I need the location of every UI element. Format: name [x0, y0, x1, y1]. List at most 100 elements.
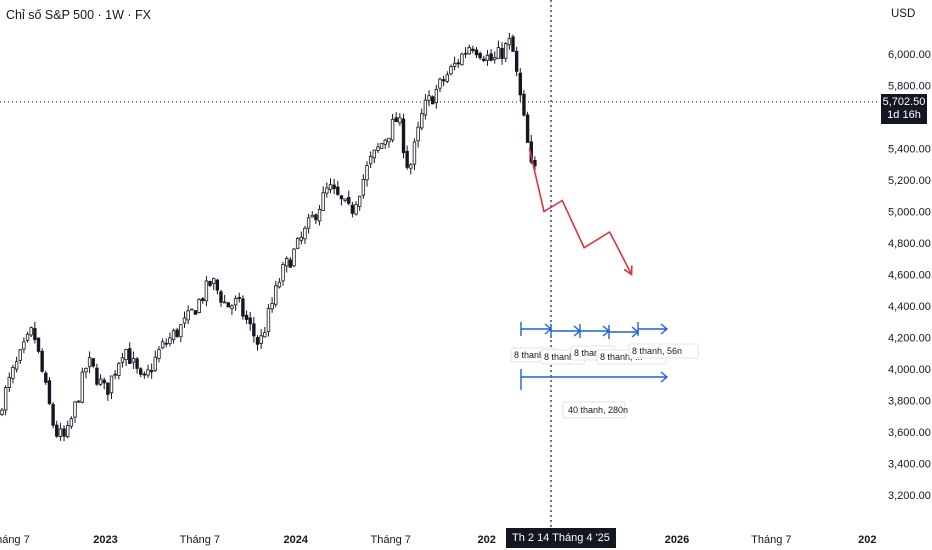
candle-body — [299, 236, 303, 241]
candle-body — [452, 62, 457, 67]
candle-body — [36, 337, 41, 352]
candle-body — [149, 370, 154, 373]
candle-body — [314, 214, 318, 221]
range-total-box — [562, 401, 626, 419]
range-total-arrow — [660, 371, 669, 383]
price-tag: 5,702.50 1d 16h — [881, 94, 927, 124]
candle-body — [533, 159, 537, 167]
candle-body — [474, 49, 479, 56]
candle-body — [58, 428, 63, 437]
candle-body — [109, 375, 114, 394]
candle-body — [252, 323, 256, 337]
range-total-label: 40 thanh, 280n — [568, 405, 628, 415]
candle-body — [350, 204, 355, 214]
candle-body — [310, 214, 314, 218]
candle-body — [98, 378, 103, 385]
x-tick-label: Tháng 7 — [0, 534, 30, 546]
candle-body — [219, 291, 223, 303]
candle-body — [113, 373, 117, 376]
candle-body — [449, 66, 453, 75]
candle-body — [274, 285, 278, 305]
candle-body — [339, 195, 344, 200]
candle-body — [95, 367, 99, 385]
range-label: 8 thanh — [574, 348, 604, 358]
y-tick-label: 4,600.00 — [888, 270, 931, 282]
candle-body — [211, 278, 216, 285]
candle-body — [390, 119, 395, 141]
y-tick-label: 5,000.00 — [888, 207, 931, 219]
candle-body — [405, 150, 409, 168]
candle-body — [284, 258, 289, 267]
candle-body — [489, 53, 493, 61]
candle-body — [401, 118, 406, 154]
candle-body — [383, 139, 387, 145]
candle-body — [441, 79, 446, 82]
candle-body — [22, 341, 26, 350]
price-tag-value: 5,702.50 — [882, 96, 926, 108]
candle-body — [255, 337, 260, 345]
candle-body — [18, 349, 22, 361]
candle-body — [478, 53, 482, 59]
candle-body — [270, 302, 274, 310]
projection-path — [528, 148, 633, 276]
candle-body — [460, 53, 464, 66]
range-label-box — [628, 343, 699, 359]
candle-body — [0, 409, 4, 415]
candle-body — [182, 317, 187, 324]
candle-body — [518, 72, 522, 96]
candle-body — [485, 54, 490, 61]
candle-body — [87, 357, 92, 368]
candle-body — [463, 52, 468, 55]
candle-body — [379, 143, 384, 149]
candle-body — [179, 324, 183, 338]
candle-body — [496, 47, 501, 59]
candle-body — [248, 317, 252, 325]
candle-body — [135, 358, 139, 369]
candle-body — [44, 372, 48, 383]
candle-body — [343, 198, 347, 201]
candle-body — [124, 348, 128, 361]
candle-body — [215, 279, 220, 291]
candle-body — [398, 117, 402, 124]
candle-body — [160, 341, 165, 349]
x-tick-label: 202 — [477, 534, 495, 546]
candle-body — [11, 366, 15, 379]
candle-body — [186, 310, 190, 321]
candle-body — [471, 48, 475, 51]
candle-body — [208, 280, 212, 286]
candle-body — [354, 204, 358, 215]
candle-body — [303, 227, 307, 240]
x-tick-label: Tháng 7 — [751, 534, 791, 546]
projection-arrowhead — [623, 265, 633, 276]
candle-body — [522, 93, 526, 116]
candle-body — [142, 373, 147, 376]
candle-body — [503, 43, 508, 59]
candle-body — [40, 350, 44, 372]
candle-body — [157, 349, 161, 359]
candle-body — [288, 259, 293, 268]
candle-body — [292, 248, 296, 267]
y-tick-label: 4,000.00 — [888, 364, 931, 376]
candle-body — [321, 192, 325, 211]
candle-body — [69, 418, 74, 427]
y-tick-label: 5,200.00 — [888, 175, 931, 187]
candle-body — [117, 363, 121, 376]
candle-body — [420, 113, 424, 129]
y-tick-label: 3,200.00 — [888, 490, 931, 502]
candle-body — [128, 348, 132, 365]
candle-body — [146, 369, 150, 376]
candle-body — [438, 78, 442, 89]
y-tick-label: 3,600.00 — [888, 427, 931, 439]
crosshair-date-label: Th 2 14 Tháng 4 '25 — [506, 528, 616, 548]
candle-body — [467, 46, 471, 55]
candles-series — [0, 32, 537, 442]
y-tick-label: 3,400.00 — [888, 459, 931, 471]
currency-label: USD — [891, 8, 916, 20]
candle-body — [201, 298, 205, 301]
candle-body — [306, 217, 311, 229]
candle-body — [325, 187, 329, 194]
candle-body — [357, 195, 362, 207]
candle-body — [102, 379, 106, 384]
